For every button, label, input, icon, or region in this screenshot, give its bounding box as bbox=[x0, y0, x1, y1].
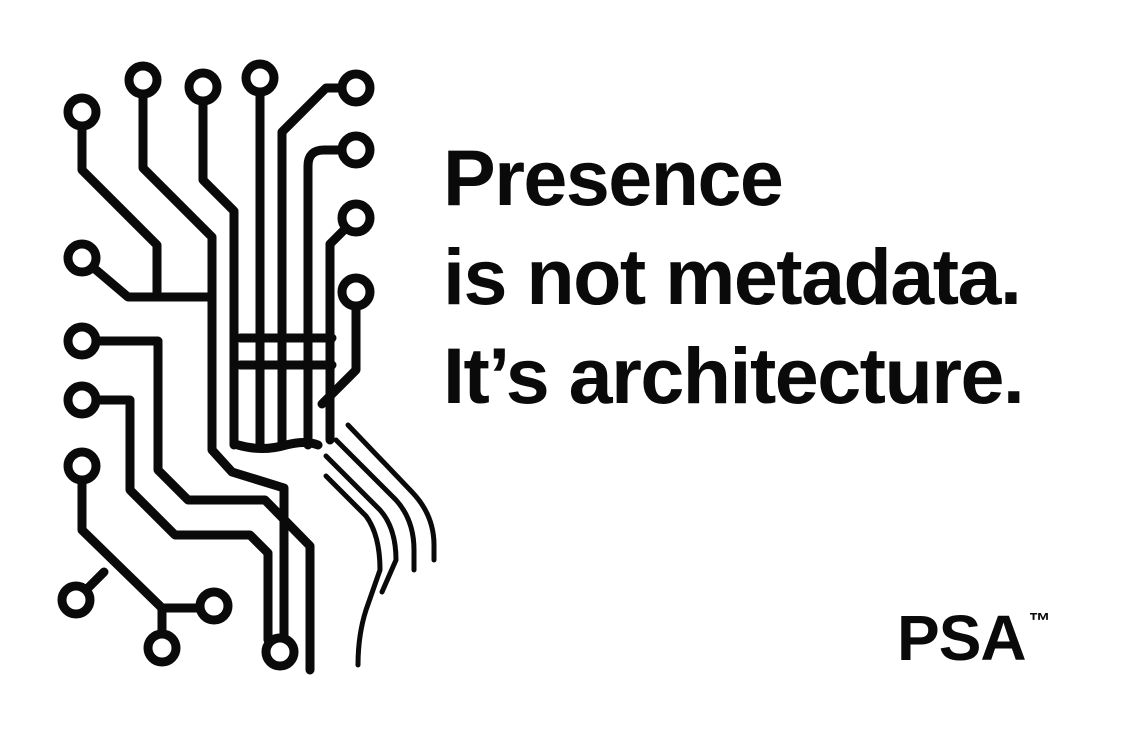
trace bbox=[323, 453, 399, 595]
pad bbox=[184, 68, 222, 106]
brand-name: PSA bbox=[897, 602, 1027, 674]
headline-line-3: It’s architecture. bbox=[443, 331, 1025, 420]
trace bbox=[198, 85, 239, 450]
trademark-symbol: ™ bbox=[1028, 608, 1051, 633]
pad bbox=[63, 322, 101, 360]
circuit-hand-icon bbox=[57, 59, 437, 675]
trace bbox=[233, 438, 323, 453]
pad bbox=[195, 587, 233, 625]
pad bbox=[63, 93, 101, 131]
pad bbox=[57, 581, 95, 619]
trace bbox=[317, 290, 361, 409]
pad bbox=[337, 273, 375, 311]
pad bbox=[63, 239, 101, 277]
trace bbox=[77, 253, 217, 302]
trace bbox=[138, 78, 289, 655]
trace bbox=[77, 111, 162, 302]
headline: Presence is not metadata. It’s architect… bbox=[443, 128, 1025, 425]
trace bbox=[345, 422, 437, 563]
headline-line-2: is not metadata. bbox=[443, 232, 1022, 321]
pad bbox=[124, 61, 162, 99]
brand-logo: PSA ™ bbox=[897, 600, 1051, 676]
pad bbox=[63, 381, 101, 419]
pad bbox=[337, 69, 375, 107]
headline-line-1: Presence bbox=[443, 133, 784, 222]
trace bbox=[77, 395, 273, 645]
pad bbox=[261, 633, 299, 671]
trace bbox=[333, 437, 417, 573]
pad bbox=[337, 131, 375, 169]
trace bbox=[323, 473, 383, 668]
pad bbox=[241, 59, 279, 97]
trace bbox=[77, 336, 315, 675]
pad bbox=[337, 199, 375, 237]
trace bbox=[303, 145, 361, 450]
pad bbox=[143, 629, 181, 667]
pad bbox=[63, 447, 101, 485]
trace bbox=[77, 461, 219, 613]
